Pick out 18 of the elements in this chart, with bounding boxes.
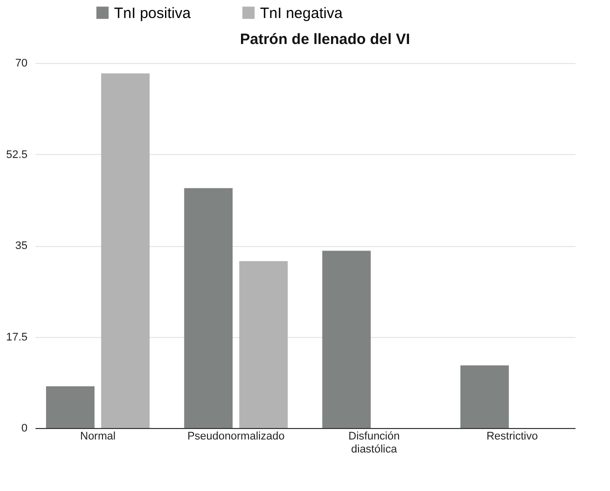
y-tick-label: 0: [21, 422, 28, 434]
bar: [322, 250, 371, 428]
x-tick-label: Normal: [80, 430, 116, 442]
bar: [460, 365, 509, 428]
legend-label: TnI negativa: [260, 4, 344, 22]
bar: [46, 386, 95, 428]
bar: [184, 188, 233, 428]
y-tick-label: 35: [15, 240, 28, 252]
x-tick-label: Restrictivo: [486, 430, 538, 442]
bar: [239, 261, 288, 428]
bar: [101, 73, 150, 428]
y-tick-label: 70: [15, 58, 28, 70]
chart-title: Patrón de llenado del VI: [240, 31, 410, 48]
x-tick-label: Pseudonormalizado: [187, 430, 285, 442]
y-tick-label: 17.5: [6, 331, 28, 344]
x-tick-label: Disfunción diastólica: [348, 430, 400, 456]
y-tick-label: 52.5: [6, 148, 28, 161]
legend-label: TnI positiva: [114, 4, 192, 22]
